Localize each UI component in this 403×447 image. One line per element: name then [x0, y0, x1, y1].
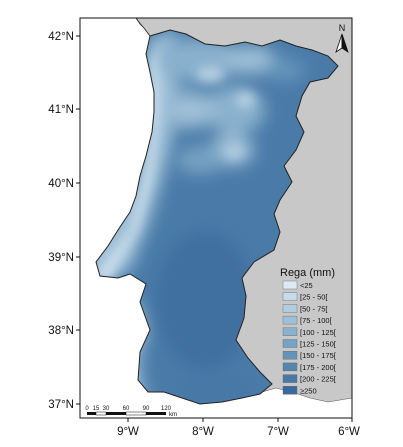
legend-item: ≥250	[282, 386, 317, 395]
scale-tick-15: 15	[93, 406, 100, 412]
lat-tick-42: 42°N	[48, 31, 74, 43]
scale-tick-0: 0	[85, 406, 89, 412]
legend-item: [50 - 75[	[282, 304, 328, 313]
legend-label: [50 - 75[	[300, 304, 328, 313]
legend: Rega (mm) <25 [25 - 50[ [50 - 75[ [75 - 100…	[280, 267, 337, 395]
legend-swatch	[282, 304, 298, 313]
legend-label: [75 - 100[	[300, 316, 333, 325]
legend-label: [100 - 125[	[300, 328, 337, 337]
legend-swatch	[282, 362, 298, 372]
scale-tick-60: 60	[123, 406, 130, 412]
north-label: N	[339, 23, 346, 33]
legend-item: [175 - 200[	[282, 362, 337, 372]
scale-tick-90: 90	[143, 406, 150, 412]
legend-swatch	[282, 280, 298, 290]
legend-swatch	[282, 374, 298, 383]
legend-swatch	[282, 327, 298, 336]
lat-tick-41: 41°N	[48, 104, 74, 116]
legend-item: [25 - 50[	[282, 292, 328, 302]
legend-item: [200 - 225[	[282, 374, 337, 384]
legend-label: <25	[300, 281, 313, 290]
legend-label: [125 - 150[	[300, 340, 337, 349]
legend-swatch	[282, 386, 298, 395]
lon-tick-9w: 9°W	[117, 426, 139, 438]
legend-swatch	[282, 292, 298, 301]
scale-tick-30: 30	[103, 406, 110, 412]
lat-tick-39: 39°N	[48, 252, 74, 264]
legend-item: [150 - 175[	[282, 351, 337, 360]
lat-tick-40: 40°N	[48, 178, 74, 190]
legend-title: Rega (mm)	[280, 267, 335, 279]
map-border	[79, 17, 353, 419]
lon-tick-6w: 6°W	[338, 426, 360, 438]
scale-bar-ticks: 0 15 30 60 90 120	[85, 406, 171, 412]
legend-swatch	[282, 315, 298, 325]
legend-item: [125 - 150[	[282, 339, 337, 349]
legend-label: [25 - 50[	[300, 293, 328, 302]
legend-swatch	[282, 339, 298, 348]
lat-tick-37: 37°N	[48, 399, 74, 411]
scale-bar: 0 15 30 60 90 120 km	[85, 406, 177, 418]
legend-item: [100 - 125[	[282, 327, 337, 337]
spain-coastline	[135, 18, 151, 37]
legend-label: [175 - 200[	[300, 363, 337, 372]
legend-label: [150 - 175[	[300, 351, 337, 360]
north-arrow-icon: N	[335, 23, 349, 53]
portugal-coastline	[95, 29, 339, 405]
lon-axis: 9°W 8°W 7°W 6°W	[117, 418, 360, 438]
scale-unit: km	[169, 412, 177, 418]
lat-tick-38: 38°N	[48, 325, 74, 337]
legend-label: [200 - 225[	[300, 375, 337, 384]
legend-label: ≥250	[300, 386, 317, 395]
lon-tick-8w: 8°W	[192, 426, 214, 438]
legend-item: [75 - 100[	[282, 315, 333, 325]
legend-swatch	[282, 351, 298, 360]
legend-item: <25	[282, 280, 313, 290]
lon-tick-7w: 7°W	[267, 426, 289, 438]
lat-axis: 42°N 41°N 40°N 39°N 38°N 37°N	[48, 31, 80, 411]
map-frame	[80, 18, 352, 418]
scale-tick-120: 120	[161, 406, 172, 412]
